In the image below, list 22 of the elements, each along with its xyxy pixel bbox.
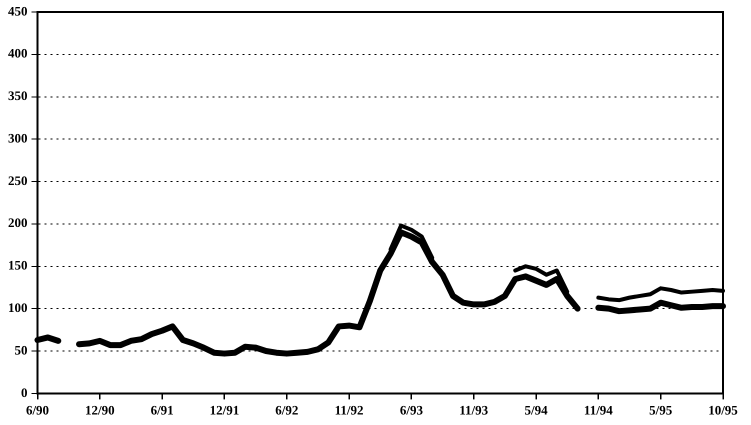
- y-tick-label: 450: [8, 3, 28, 18]
- y-tick-label: 200: [8, 215, 28, 230]
- y-tick-label: 250: [8, 172, 28, 188]
- x-tick-label: 11/92: [334, 402, 364, 418]
- x-tick-label: 6/91: [150, 402, 174, 418]
- x-tick-label: 5/94: [524, 402, 548, 418]
- x-tick-label: 11/94: [584, 402, 614, 418]
- y-tick-label: 150: [8, 258, 28, 273]
- x-tick-label: 12/90: [85, 402, 115, 418]
- x-tick-label: 5/95: [649, 402, 673, 418]
- y-tick-label: 100: [8, 300, 28, 316]
- y-tick-label: 300: [8, 130, 28, 146]
- y-tick-label: 0: [21, 384, 28, 400]
- x-tick-label: 6/93: [400, 402, 424, 418]
- x-tick-label: 6/90: [26, 402, 50, 418]
- y-tick-label: 350: [8, 88, 28, 104]
- x-tick-label: 10/95: [708, 402, 738, 418]
- y-tick-label: 400: [8, 46, 28, 61]
- x-tick-label: 6/92: [275, 402, 298, 418]
- x-tick-label: 11/93: [459, 402, 489, 418]
- x-tick-label: 12/91: [210, 402, 240, 418]
- y-tick-label: 50: [14, 342, 28, 358]
